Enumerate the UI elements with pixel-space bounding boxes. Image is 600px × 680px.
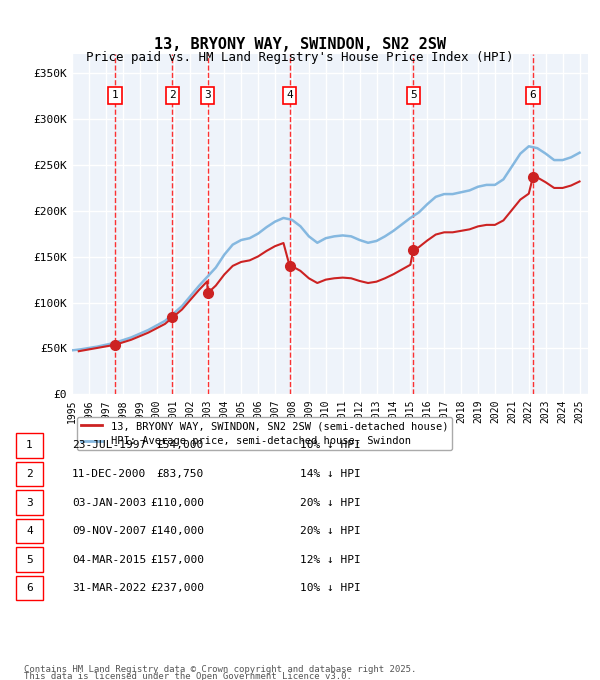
Text: 10% ↓ HPI: 10% ↓ HPI xyxy=(300,441,361,450)
Text: 2: 2 xyxy=(169,90,176,100)
Text: 09-NOV-2007: 09-NOV-2007 xyxy=(72,526,146,536)
Text: £140,000: £140,000 xyxy=(150,526,204,536)
Text: 04-MAR-2015: 04-MAR-2015 xyxy=(72,555,146,564)
Text: 1: 1 xyxy=(112,90,119,100)
Text: £83,750: £83,750 xyxy=(157,469,204,479)
Text: £157,000: £157,000 xyxy=(150,555,204,564)
Text: 14% ↓ HPI: 14% ↓ HPI xyxy=(300,469,361,479)
Text: 3: 3 xyxy=(26,498,33,507)
Text: 5: 5 xyxy=(410,90,416,100)
Text: £110,000: £110,000 xyxy=(150,498,204,507)
Text: 13, BRYONY WAY, SWINDON, SN2 2SW: 13, BRYONY WAY, SWINDON, SN2 2SW xyxy=(154,37,446,52)
Text: 3: 3 xyxy=(204,90,211,100)
Text: 5: 5 xyxy=(26,555,33,564)
Text: 2: 2 xyxy=(26,469,33,479)
Text: £237,000: £237,000 xyxy=(150,583,204,593)
Text: 11-DEC-2000: 11-DEC-2000 xyxy=(72,469,146,479)
Text: Contains HM Land Registry data © Crown copyright and database right 2025.: Contains HM Land Registry data © Crown c… xyxy=(24,665,416,674)
Text: 1: 1 xyxy=(26,441,33,450)
Text: 12% ↓ HPI: 12% ↓ HPI xyxy=(300,555,361,564)
Text: 6: 6 xyxy=(26,583,33,593)
Text: 4: 4 xyxy=(286,90,293,100)
Legend: 13, BRYONY WAY, SWINDON, SN2 2SW (semi-detached house), HPI: Average price, semi: 13, BRYONY WAY, SWINDON, SN2 2SW (semi-d… xyxy=(77,417,452,450)
Text: 4: 4 xyxy=(26,526,33,536)
Text: 6: 6 xyxy=(530,90,536,100)
Text: 31-MAR-2022: 31-MAR-2022 xyxy=(72,583,146,593)
Text: 03-JAN-2003: 03-JAN-2003 xyxy=(72,498,146,507)
Text: 10% ↓ HPI: 10% ↓ HPI xyxy=(300,583,361,593)
Text: £54,000: £54,000 xyxy=(157,441,204,450)
Text: This data is licensed under the Open Government Licence v3.0.: This data is licensed under the Open Gov… xyxy=(24,673,352,680)
Text: Price paid vs. HM Land Registry's House Price Index (HPI): Price paid vs. HM Land Registry's House … xyxy=(86,51,514,64)
Text: 23-JUL-1997: 23-JUL-1997 xyxy=(72,441,146,450)
Text: 20% ↓ HPI: 20% ↓ HPI xyxy=(300,498,361,507)
Text: 20% ↓ HPI: 20% ↓ HPI xyxy=(300,526,361,536)
